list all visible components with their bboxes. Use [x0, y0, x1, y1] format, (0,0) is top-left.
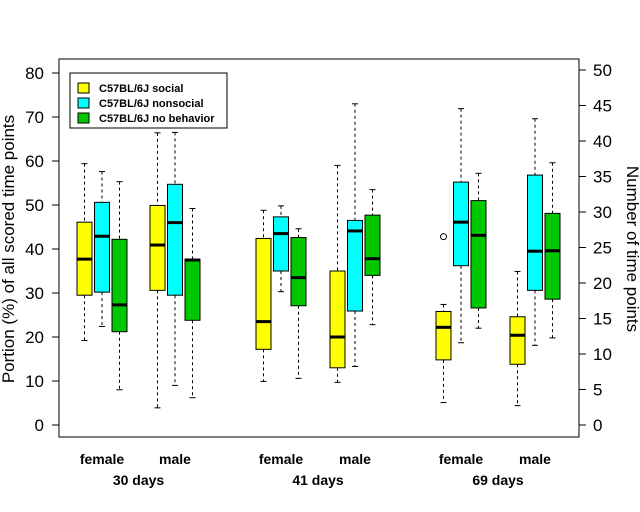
legend: C57BL/6J social C57BL/6J nonsocial C57BL/6…: [69, 72, 228, 129]
sex-label: female: [439, 451, 484, 467]
left-axis-tick-label: 50: [25, 196, 44, 215]
sex-label: male: [339, 451, 371, 467]
box-41-days-male-series-0: [329, 164, 346, 383]
box-69-days-female-series-0: [435, 233, 452, 404]
box-iqr: [453, 181, 469, 267]
age-label: 41 days: [292, 472, 344, 488]
right-axis-tick-label: 15: [593, 310, 612, 329]
left-axis-tick-label: 60: [25, 152, 44, 171]
right-axis-tick-label: 5: [593, 381, 602, 400]
box-iqr: [347, 219, 363, 312]
sex-label: female: [259, 451, 304, 467]
sex-label: female: [80, 451, 125, 467]
box-iqr: [544, 212, 561, 300]
right-axis-tick-label: 35: [593, 168, 612, 187]
box-layer: [76, 103, 561, 409]
box-30-days-male-series-2: [184, 208, 201, 399]
x-group-labels: female male 30 days female male 41 days female…: [80, 451, 551, 488]
right-axis-tick-label: 25: [593, 239, 612, 258]
box-41-days-male-series-2: [364, 189, 381, 326]
box-41-days-female-series-2: [290, 228, 307, 379]
box-41-days-female-series-1: [273, 205, 289, 293]
box-iqr: [255, 237, 272, 350]
left-axis-tick-label: 10: [25, 372, 44, 391]
right-axis-tick-label: 0: [593, 416, 602, 435]
box-69-days-male-series-1: [527, 118, 543, 346]
box-iqr: [167, 183, 183, 296]
box-iqr: [329, 270, 346, 369]
box-69-days-female-series-2: [470, 172, 487, 329]
right-axis-tick-label: 50: [593, 61, 612, 80]
sex-label: male: [519, 451, 551, 467]
box-iqr: [364, 214, 381, 276]
left-axis-tick-label: 30: [25, 284, 44, 303]
sex-label: male: [159, 451, 191, 467]
box-41-days-female-series-0: [255, 209, 272, 382]
box-iqr: [470, 200, 487, 309]
box-69-days-male-series-0: [509, 270, 526, 407]
left-axis-tick-label: 80: [25, 64, 44, 83]
right-axis-tick-label: 20: [593, 274, 612, 293]
right-axis-tick-label: 40: [593, 132, 612, 151]
box-69-days-male-series-2: [544, 162, 561, 339]
box-iqr: [509, 316, 526, 365]
left-axis-tick-label: 0: [35, 416, 44, 435]
box-30-days-female-series-0: [76, 163, 93, 342]
left-axis-tick-label: 40: [25, 240, 44, 259]
box-30-days-male-series-0: [149, 132, 166, 409]
box-30-days-male-series-1: [167, 131, 183, 386]
box-iqr: [290, 237, 307, 307]
legend-entry-label: C57BL/6J social: [99, 83, 183, 95]
outlier-point: [440, 233, 447, 241]
legend-swatch: [77, 97, 90, 109]
age-label: 69 days: [472, 472, 524, 488]
left-axis-tick-label: 20: [25, 328, 44, 347]
legend-frame: [69, 72, 228, 129]
right-y-axis-title: Number of time points: [623, 166, 640, 332]
legend-swatch: [77, 112, 90, 124]
box-iqr: [527, 174, 543, 291]
left-y-axis-title: Portion (%) of all scored time points: [0, 115, 18, 383]
box-iqr: [149, 204, 166, 291]
box-iqr: [273, 216, 289, 272]
box-iqr: [94, 201, 110, 293]
legend-entry-label: C57BL/6J nonsocial: [99, 98, 204, 110]
right-axis-tick-label: 45: [593, 97, 612, 116]
right-axis-tick-label: 10: [593, 345, 612, 364]
box-iqr: [111, 238, 128, 333]
box-iqr: [435, 310, 452, 361]
legend-entry-label: C57BL/6J no behavior: [99, 113, 215, 125]
right-y-axis: 0 5 10 15 20 25 30 35 40 45 50: [579, 61, 612, 435]
right-axis-tick-label: 30: [593, 203, 612, 222]
age-label: 30 days: [113, 472, 165, 488]
left-axis-tick-label: 70: [25, 108, 44, 127]
box-41-days-male-series-1: [347, 103, 363, 367]
box-iqr: [184, 258, 201, 321]
left-y-axis: 0 10 20 30 40 50 60 70 80: [25, 64, 59, 435]
box-30-days-female-series-1: [94, 171, 110, 327]
box-69-days-female-series-1: [453, 108, 469, 344]
legend-swatch: [77, 82, 90, 94]
box-30-days-female-series-2: [111, 181, 128, 391]
